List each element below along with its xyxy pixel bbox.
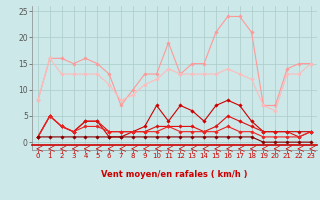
X-axis label: Vent moyen/en rafales ( km/h ): Vent moyen/en rafales ( km/h ) xyxy=(101,170,248,179)
